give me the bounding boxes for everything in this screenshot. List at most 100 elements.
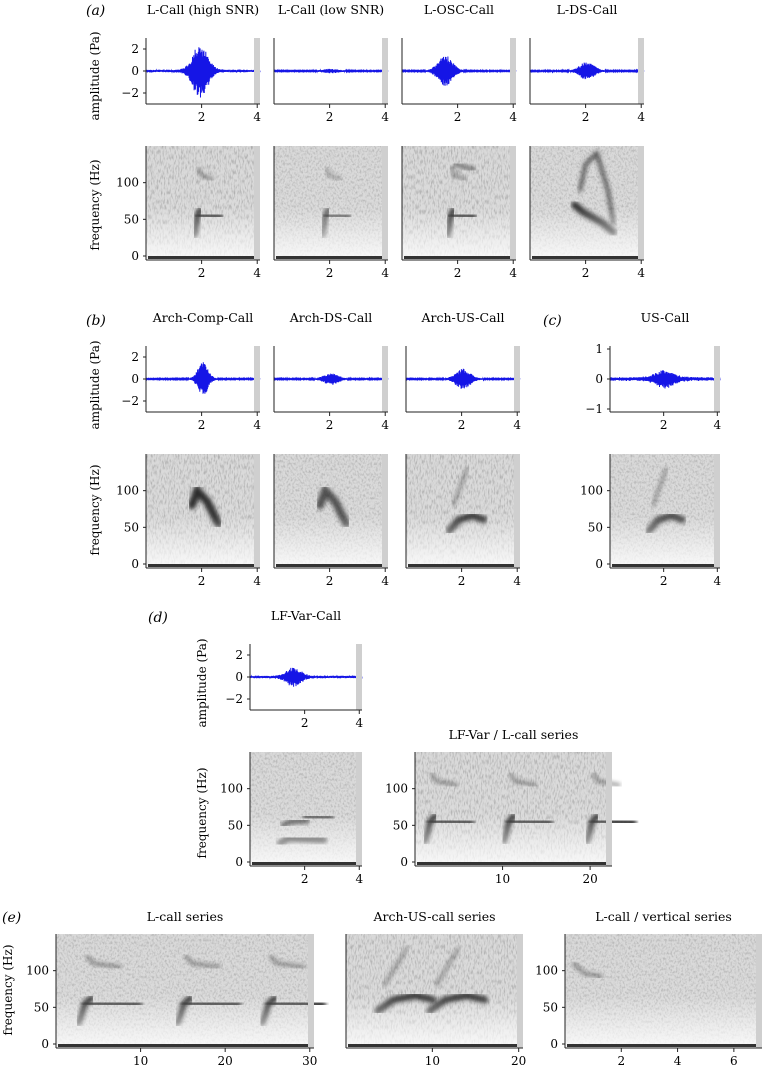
scrollbar: [382, 346, 388, 412]
scrollbar: [382, 38, 388, 104]
panel-19: 100 50 0 10 20 30 L-call series: [26, 909, 327, 1068]
waveform-trace: [609, 369, 721, 389]
spectrogram-fade: [56, 934, 314, 1048]
spectrogram-fade: [530, 146, 644, 260]
spectrogram-fade: [415, 752, 612, 866]
x-tick-label: 20: [511, 1054, 526, 1068]
x-tick-label: 6: [730, 1054, 738, 1068]
x-tick-label: 4: [253, 418, 261, 432]
x-tick-label: 4: [381, 574, 389, 588]
x-tick-label: 30: [302, 1054, 317, 1068]
time-bar: [276, 564, 386, 567]
scrollbar: [714, 454, 720, 568]
x-tick-label: 2: [198, 574, 206, 588]
scrollbar: [382, 146, 388, 260]
x-tick-label: 4: [381, 266, 389, 280]
x-tick-label: 2: [454, 110, 462, 124]
waveform-trace: [145, 362, 261, 394]
x-tick-label: 2: [198, 110, 206, 124]
y-tick-label: 100: [580, 484, 603, 498]
spectrogram-fade: [146, 146, 260, 260]
y-tick-label: 0: [595, 372, 603, 386]
x-tick-label: 4: [253, 110, 261, 124]
time-bar: [348, 1044, 521, 1047]
x-tick-label: 2: [660, 574, 668, 588]
x-tick-label: 4: [253, 266, 261, 280]
time-bar: [276, 256, 386, 259]
panel-1: 2 4 L-Call (low SNR): [273, 2, 389, 124]
waveform-trace: [273, 373, 389, 385]
x-tick-label: 20: [218, 1054, 233, 1068]
x-tick-label: 10: [495, 872, 510, 886]
scrollbar: [638, 146, 644, 260]
x-tick-label: 2: [454, 266, 462, 280]
panel-10: 2 4 Arch-US-Call: [405, 310, 521, 432]
scrollbar: [638, 38, 644, 104]
ylabel-amplitude-b: amplitude (Pa): [88, 340, 102, 429]
spectrogram-fade: [274, 454, 388, 568]
chart-title: Arch-Comp-Call: [152, 310, 253, 325]
x-tick-label: 2: [458, 418, 466, 432]
y-tick-label: 50: [393, 818, 408, 832]
x-tick-label: 4: [355, 716, 363, 730]
spectrogram-fade: [610, 454, 720, 568]
panel-2: 2 4 L-OSC-Call: [401, 2, 517, 124]
spectrogram-fade: [346, 934, 523, 1048]
scrollbar: [382, 454, 388, 568]
scrollbar: [510, 38, 516, 104]
panel-3: 2 4 L-DS-Call: [529, 2, 645, 124]
y-tick-label: 1: [595, 342, 603, 356]
x-tick-label: 2: [198, 266, 206, 280]
waveform-trace: [273, 68, 389, 74]
x-tick-label: 10: [133, 1054, 148, 1068]
y-tick-label: 0: [595, 557, 603, 571]
y-tick-label: 50: [588, 520, 603, 534]
y-tick-label: 0: [131, 372, 139, 386]
chart-title: L-OSC-Call: [424, 2, 494, 17]
y-tick-label: 50: [228, 818, 243, 832]
y-tick-label: 0: [41, 1037, 49, 1051]
x-tick-label: 4: [509, 266, 517, 280]
x-tick-label: 4: [513, 574, 521, 588]
spectrogram-fade: [274, 146, 388, 260]
y-tick-label: 100: [116, 484, 139, 498]
ylabel-amplitude-d: amplitude (Pa): [195, 638, 209, 727]
panel-label-a: (a): [86, 3, 105, 19]
y-tick-label: 2: [235, 648, 243, 662]
panel-label-c: (c): [543, 313, 562, 329]
panel-18: 100 50 0 10 20 LF-Var / L-call series: [385, 727, 637, 886]
panel-4: 100 50 0 2 4: [116, 146, 261, 280]
chart-title: LF-Var-Call: [271, 608, 341, 623]
time-bar: [148, 564, 258, 567]
panel-9: 2 4 Arch-DS-Call: [273, 310, 389, 432]
chart-title: LF-Var / L-call series: [449, 727, 579, 742]
x-tick-label: 20: [582, 872, 597, 886]
panel-label-e: (e): [2, 910, 21, 926]
x-tick-label: 2: [301, 872, 309, 886]
ylabel-frequency-a: frequency (Hz): [88, 160, 102, 251]
x-tick-label: 4: [253, 574, 261, 588]
y-tick-label: 0: [131, 557, 139, 571]
panel-16: 2 0 −2 2 4 LF-Var-Call: [225, 608, 363, 730]
y-tick-label: 0: [400, 855, 408, 869]
time-bar: [252, 862, 360, 865]
panels: 20−22 4L-Call (high SNR)2 4L-Call (low SNR…: [26, 2, 762, 1068]
x-tick-label: 4: [381, 418, 389, 432]
time-bar: [408, 564, 518, 567]
time-bar: [404, 256, 514, 259]
y-tick-label: 50: [124, 520, 139, 534]
x-tick-label: 2: [660, 418, 668, 432]
x-tick-label: 4: [381, 110, 389, 124]
waveform-trace: [249, 667, 363, 687]
panel-12: 100 50 0 2 4: [116, 454, 261, 588]
y-tick-label: 0: [131, 64, 139, 78]
scrollbar: [254, 346, 260, 412]
x-tick-label: 2: [326, 418, 334, 432]
x-tick-label: 2: [617, 1054, 625, 1068]
panel-17: 100 50 0 2 4: [220, 752, 363, 886]
panel-8: 2 0 −2 2 4 Arch-Comp-Call: [121, 310, 261, 432]
scrollbar: [356, 752, 362, 866]
